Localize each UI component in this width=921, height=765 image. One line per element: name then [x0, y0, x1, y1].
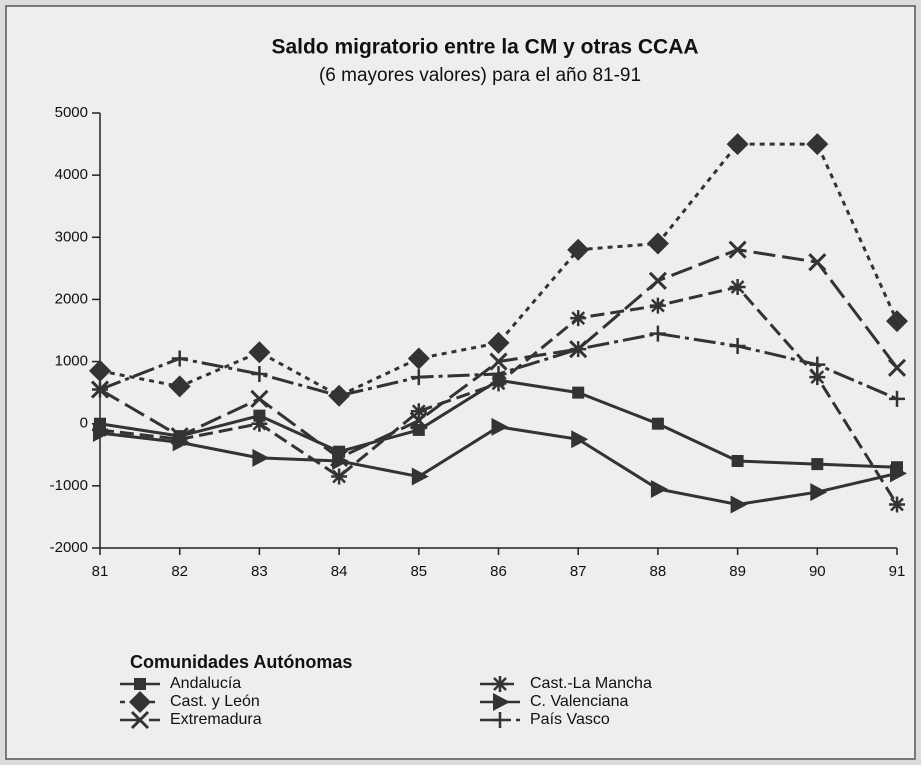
marker — [567, 238, 590, 261]
chart-title: Saldo migratorio entre la CM y otras CCA… — [271, 36, 698, 59]
marker — [810, 483, 828, 502]
legend-label: Extremadura — [170, 711, 262, 728]
marker — [570, 310, 587, 327]
legend-marker — [130, 710, 150, 730]
legend-label: País Vasco — [530, 711, 610, 728]
x-tick-label: 81 — [92, 563, 109, 580]
marker — [806, 133, 829, 156]
legend-label: Cast. y León — [170, 693, 260, 710]
x-tick-label: 85 — [410, 563, 427, 580]
marker — [728, 240, 747, 259]
marker — [491, 417, 509, 436]
marker — [646, 232, 669, 255]
marker — [89, 359, 111, 382]
marker — [92, 381, 108, 398]
marker — [251, 415, 268, 432]
marker — [649, 297, 666, 314]
legend-marker — [129, 691, 151, 713]
legend-label: C. Valenciana — [530, 693, 629, 710]
marker — [410, 403, 427, 420]
y-tick-label: 1000 — [55, 353, 88, 370]
x-tick-label: 84 — [331, 563, 348, 580]
marker — [409, 411, 428, 430]
chart-subtitle: (6 mayores valores) para el año 81-91 — [319, 65, 641, 86]
marker — [331, 468, 348, 485]
marker — [730, 495, 748, 514]
marker — [887, 358, 907, 377]
marker — [170, 427, 189, 446]
marker — [886, 310, 908, 333]
x-tick-label: 82 — [171, 563, 188, 580]
marker — [251, 366, 268, 382]
x-tick-label: 86 — [490, 563, 507, 580]
marker — [648, 271, 667, 290]
legend-label: Andalucía — [170, 675, 241, 692]
marker — [168, 375, 191, 398]
y-tick-label: -1000 — [50, 477, 88, 494]
marker — [252, 448, 270, 467]
x-tick-label: 88 — [650, 563, 667, 580]
legend-marker — [134, 678, 146, 690]
marker — [330, 448, 349, 467]
legend-label: Cast.-La Mancha — [530, 675, 652, 692]
marker — [811, 458, 824, 471]
x-tick-label: 90 — [809, 563, 826, 580]
marker — [489, 352, 508, 371]
marker — [572, 386, 585, 399]
marker — [410, 369, 427, 386]
marker — [649, 325, 666, 342]
y-tick-label: 5000 — [55, 104, 88, 121]
marker — [729, 279, 746, 295]
y-tick-label: -2000 — [50, 539, 88, 556]
marker — [93, 424, 110, 443]
marker — [248, 341, 271, 364]
frame — [5, 5, 916, 760]
marker — [411, 467, 429, 486]
legend-title: Comunidades Autónomas — [130, 652, 352, 672]
marker — [726, 133, 749, 156]
y-tick-label: 4000 — [55, 166, 88, 183]
marker — [407, 347, 430, 370]
line — [99, 142, 899, 398]
x-tick-label: 83 — [251, 563, 268, 580]
marker — [570, 341, 587, 358]
y-tick-label: 0 — [80, 415, 88, 432]
legend-marker — [493, 693, 510, 711]
marker — [890, 464, 907, 483]
marker — [171, 350, 188, 367]
marker — [808, 253, 827, 272]
marker — [487, 331, 510, 354]
marker — [651, 417, 664, 430]
marker — [490, 375, 507, 392]
marker — [809, 369, 826, 386]
marker — [889, 496, 905, 513]
marker — [490, 366, 507, 382]
marker — [571, 430, 589, 449]
marker — [250, 389, 269, 408]
marker — [729, 338, 746, 355]
marker — [731, 455, 744, 467]
x-tick-label: 87 — [570, 563, 587, 580]
legend-marker — [492, 676, 508, 692]
marker — [889, 390, 905, 407]
marker — [809, 356, 826, 373]
marker — [331, 387, 348, 404]
y-tick-label: 2000 — [55, 290, 88, 307]
marker — [253, 409, 266, 422]
marker — [650, 479, 668, 498]
y-tick-label: 3000 — [55, 228, 88, 245]
x-tick-label: 91 — [889, 563, 906, 580]
legend-marker — [492, 712, 508, 728]
marker — [412, 423, 425, 436]
x-tick-label: 89 — [729, 563, 746, 580]
